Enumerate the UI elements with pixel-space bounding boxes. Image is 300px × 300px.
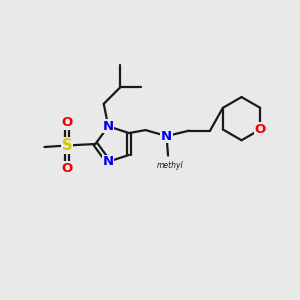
Text: N: N bbox=[161, 130, 172, 142]
Text: O: O bbox=[61, 161, 73, 175]
Text: methyl: methyl bbox=[156, 161, 183, 170]
Text: S: S bbox=[62, 138, 72, 153]
Text: O: O bbox=[255, 123, 266, 136]
Text: N: N bbox=[103, 120, 114, 133]
Text: N: N bbox=[103, 155, 114, 168]
Text: O: O bbox=[61, 116, 73, 130]
